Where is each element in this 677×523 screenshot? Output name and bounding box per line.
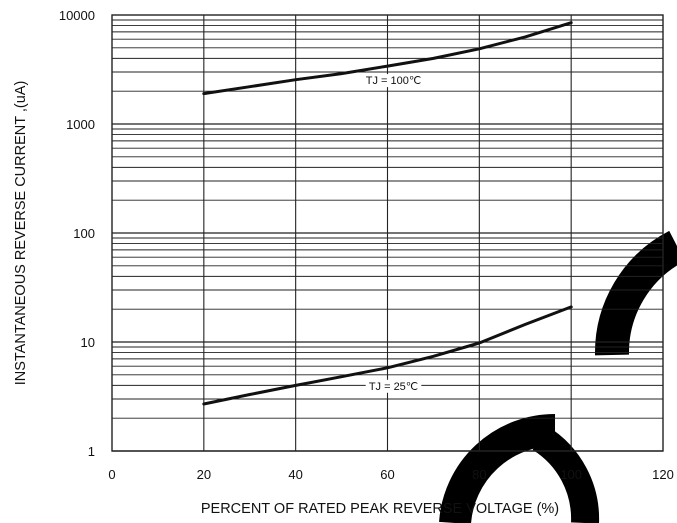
y-tick-labels: 1 10 100 1000 10000 bbox=[59, 8, 95, 459]
series-group: TJ = 100℃ TJ = 25℃ bbox=[202, 21, 573, 406]
y-tick-label: 1000 bbox=[66, 117, 95, 132]
x-tick-label: 20 bbox=[197, 467, 211, 482]
grid bbox=[112, 15, 663, 452]
plot-frame bbox=[111, 14, 664, 452]
y-axis-label: INSTANTANEOUS REVERSE CURRENT ,(uA) bbox=[13, 81, 29, 386]
x-tick-label: 40 bbox=[288, 467, 302, 482]
x-tick-labels: 0 20 40 60 80 100 120 bbox=[108, 467, 673, 482]
x-tick-label: 120 bbox=[652, 467, 674, 482]
x-tick-label: 60 bbox=[380, 467, 394, 482]
series-line bbox=[202, 305, 573, 406]
y-tick-label: 10000 bbox=[59, 8, 95, 23]
x-axis-label: PERCENT OF RATED PEAK REVERSE VOLTAGE (%… bbox=[201, 501, 559, 517]
y-tick-label: 10 bbox=[81, 335, 95, 350]
series-line bbox=[202, 21, 573, 96]
series-label-bg bbox=[365, 379, 422, 393]
watermark-arc bbox=[595, 230, 677, 356]
y-tick-label: 1 bbox=[88, 444, 95, 459]
x-tick-label: 100 bbox=[560, 467, 582, 482]
series-label: TJ = 25℃ bbox=[369, 381, 418, 393]
watermark-arc bbox=[439, 413, 556, 523]
watermark-arc bbox=[532, 426, 600, 523]
series-label: TJ = 100℃ bbox=[366, 75, 421, 87]
x-tick-label: 0 bbox=[108, 467, 115, 482]
series-label-bg bbox=[362, 74, 425, 88]
y-tick-label: 100 bbox=[73, 226, 95, 241]
x-tick-label: 80 bbox=[472, 467, 486, 482]
